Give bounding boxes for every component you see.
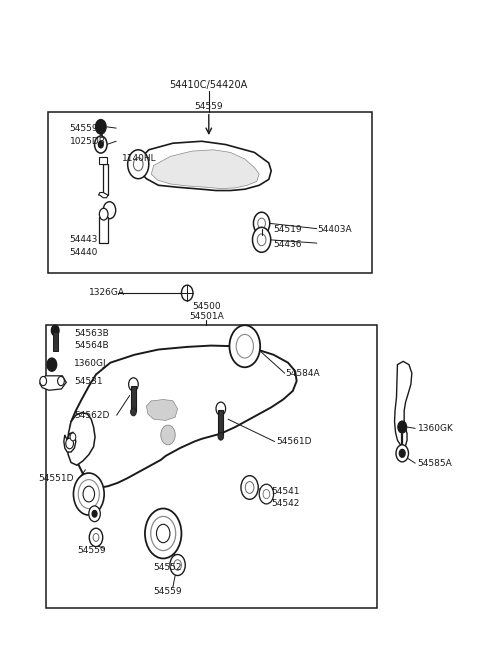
Text: 54541: 54541	[271, 487, 300, 496]
Text: 54585A: 54585A	[418, 459, 452, 468]
Bar	[103, 164, 108, 195]
Text: 54552: 54552	[154, 563, 182, 572]
Circle shape	[73, 473, 104, 515]
Circle shape	[95, 136, 107, 153]
Text: 54403A: 54403A	[317, 225, 351, 235]
Circle shape	[89, 528, 103, 547]
Text: 54410C/54420A: 54410C/54420A	[169, 80, 248, 91]
Text: 1360GJ: 1360GJ	[74, 359, 107, 368]
Circle shape	[78, 480, 99, 509]
Circle shape	[399, 449, 405, 457]
Circle shape	[133, 158, 143, 171]
Circle shape	[161, 425, 175, 445]
Bar	[99, 157, 107, 164]
Polygon shape	[70, 346, 297, 487]
Circle shape	[99, 208, 108, 220]
Text: 1360GK: 1360GK	[418, 424, 454, 433]
Polygon shape	[146, 399, 178, 420]
Text: 1140HL: 1140HL	[122, 154, 157, 164]
Text: 54500: 54500	[192, 302, 221, 311]
Circle shape	[218, 432, 224, 440]
Text: 54531: 54531	[74, 376, 103, 386]
Polygon shape	[67, 413, 95, 465]
Text: 1326GA: 1326GA	[89, 288, 125, 297]
Text: 54563B: 54563B	[74, 329, 109, 338]
Circle shape	[236, 334, 253, 358]
Circle shape	[96, 120, 106, 134]
Circle shape	[93, 533, 99, 541]
Text: 54564B: 54564B	[74, 341, 109, 350]
Circle shape	[253, 212, 270, 235]
Bar	[99, 217, 108, 243]
Text: 54559: 54559	[77, 546, 106, 555]
Text: 54542: 54542	[271, 499, 300, 509]
Circle shape	[131, 408, 136, 416]
Circle shape	[145, 509, 181, 558]
Text: 54559: 54559	[70, 124, 98, 133]
Polygon shape	[40, 376, 66, 390]
Circle shape	[47, 358, 57, 371]
Circle shape	[40, 376, 47, 386]
Bar	[53, 332, 58, 351]
Text: 54562D: 54562D	[74, 411, 110, 420]
Circle shape	[151, 516, 176, 551]
Text: 54559: 54559	[154, 587, 182, 596]
Circle shape	[252, 227, 271, 252]
Polygon shape	[151, 150, 259, 189]
Bar	[218, 410, 223, 435]
Circle shape	[51, 325, 59, 336]
Circle shape	[181, 285, 193, 301]
Circle shape	[398, 421, 407, 433]
Bar	[131, 386, 136, 411]
Circle shape	[66, 438, 73, 449]
Text: 54519: 54519	[274, 225, 302, 235]
Circle shape	[58, 376, 64, 386]
Circle shape	[257, 234, 266, 246]
Circle shape	[98, 141, 103, 148]
Text: 54584A: 54584A	[286, 369, 320, 378]
Polygon shape	[395, 361, 412, 448]
Polygon shape	[64, 432, 76, 452]
Text: 54443: 54443	[70, 235, 98, 244]
Circle shape	[70, 433, 76, 441]
Circle shape	[103, 202, 116, 219]
Text: 1025DB: 1025DB	[70, 137, 106, 146]
Polygon shape	[98, 193, 108, 198]
Circle shape	[396, 445, 408, 462]
Circle shape	[241, 476, 258, 499]
Circle shape	[259, 484, 274, 504]
Bar	[48, 112, 372, 273]
Circle shape	[229, 325, 260, 367]
Circle shape	[258, 218, 265, 229]
Circle shape	[92, 510, 97, 517]
Circle shape	[89, 506, 100, 522]
Text: 54561D: 54561D	[276, 437, 312, 446]
Circle shape	[129, 378, 138, 391]
Circle shape	[216, 402, 226, 415]
Text: 54559: 54559	[194, 102, 223, 111]
Polygon shape	[137, 141, 271, 191]
Text: 54440: 54440	[70, 248, 98, 258]
Text: 54436: 54436	[274, 240, 302, 249]
Circle shape	[128, 150, 149, 179]
Text: 54551D: 54551D	[38, 474, 74, 483]
Circle shape	[83, 486, 95, 502]
Circle shape	[170, 555, 185, 576]
Circle shape	[156, 524, 170, 543]
Circle shape	[245, 482, 254, 493]
Circle shape	[174, 560, 181, 570]
Text: 54501A: 54501A	[189, 312, 224, 321]
Circle shape	[263, 489, 270, 499]
Bar	[46, 325, 377, 608]
